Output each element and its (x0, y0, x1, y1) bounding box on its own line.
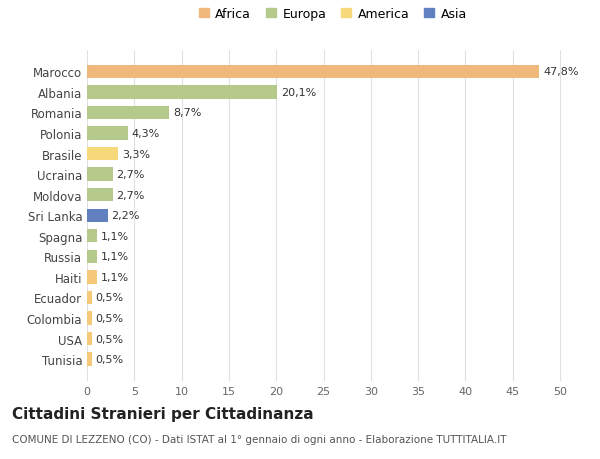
Bar (87, 209, 108, 223)
Bar (87, 189, 113, 202)
Text: 0,5%: 0,5% (95, 334, 124, 344)
Bar (87, 147, 118, 161)
Bar (87, 127, 128, 140)
Text: 0,5%: 0,5% (95, 293, 124, 303)
Bar (87, 291, 92, 304)
Text: 3,3%: 3,3% (122, 149, 150, 159)
Legend: Africa, Europa, America, Asia: Africa, Europa, America, Asia (197, 6, 469, 23)
Text: 2,7%: 2,7% (116, 190, 145, 200)
Bar (87, 106, 169, 120)
Bar (87, 332, 92, 346)
Text: 20,1%: 20,1% (281, 88, 316, 98)
Bar (87, 86, 277, 99)
Bar (87, 271, 97, 284)
Text: 4,3%: 4,3% (131, 129, 160, 139)
Text: 1,1%: 1,1% (101, 231, 130, 241)
Text: 47,8%: 47,8% (543, 67, 578, 77)
Bar (87, 312, 92, 325)
Bar (87, 353, 92, 366)
Text: 2,2%: 2,2% (112, 211, 140, 221)
Text: 1,1%: 1,1% (101, 252, 130, 262)
Bar (87, 168, 113, 181)
Text: 2,7%: 2,7% (116, 170, 145, 180)
Text: COMUNE DI LEZZENO (CO) - Dati ISTAT al 1° gennaio di ogni anno - Elaborazione TU: COMUNE DI LEZZENO (CO) - Dati ISTAT al 1… (12, 434, 506, 444)
Text: 1,1%: 1,1% (101, 272, 130, 282)
Text: 0,5%: 0,5% (95, 313, 124, 323)
Bar (87, 230, 97, 243)
Bar (87, 250, 97, 263)
Text: Cittadini Stranieri per Cittadinanza: Cittadini Stranieri per Cittadinanza (12, 406, 314, 421)
Bar (87, 66, 539, 79)
Text: 8,7%: 8,7% (173, 108, 202, 118)
Text: 0,5%: 0,5% (95, 354, 124, 364)
